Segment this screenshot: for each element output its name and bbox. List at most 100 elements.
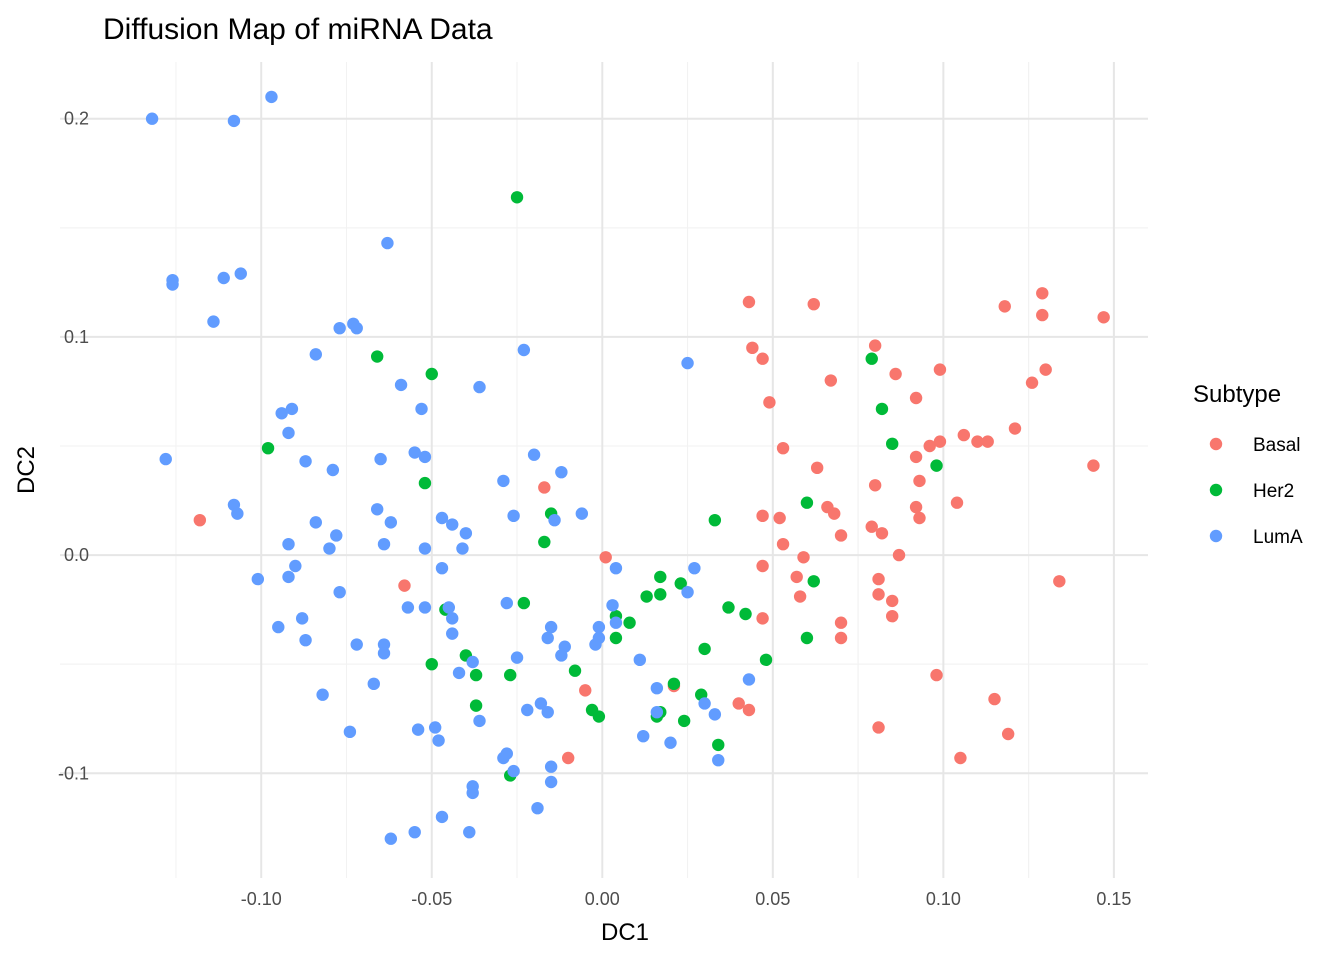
point-her2 — [623, 616, 636, 629]
point-luma — [555, 649, 568, 662]
point-basal — [889, 367, 902, 381]
point-her2 — [674, 577, 687, 590]
point-her2 — [739, 607, 752, 621]
point-luma — [527, 448, 541, 461]
point-luma — [463, 825, 476, 839]
point-luma — [637, 729, 650, 743]
point-basal — [807, 297, 820, 311]
point-luma — [459, 527, 473, 540]
point-basal — [1036, 287, 1049, 300]
point-her2 — [504, 668, 517, 682]
point-luma — [295, 612, 309, 625]
point-luma — [544, 760, 558, 773]
y-tick-label: 0.1 — [64, 327, 89, 347]
point-luma — [432, 734, 445, 747]
point-her2 — [722, 601, 735, 614]
point-her2 — [708, 513, 722, 527]
point-luma — [166, 278, 179, 291]
point-basal — [954, 751, 967, 765]
point-basal — [561, 751, 575, 765]
point-luma — [473, 714, 486, 728]
point-basal — [913, 511, 926, 525]
point-luma — [521, 703, 534, 717]
point-luma — [592, 620, 606, 634]
point-basal — [599, 551, 612, 564]
point-basal — [756, 509, 769, 523]
point-basal — [933, 435, 947, 448]
point-luma — [350, 638, 363, 651]
point-basal — [909, 500, 923, 514]
point-luma — [497, 474, 510, 488]
point-luma — [589, 638, 602, 651]
point-luma — [282, 537, 295, 551]
point-luma — [374, 452, 387, 466]
point-basal — [909, 450, 923, 464]
point-her2 — [418, 476, 432, 490]
point-her2 — [469, 699, 483, 712]
point-basal — [834, 529, 848, 542]
y-axis-ticks: -0.1 0.0 0.1 0.2 — [58, 109, 89, 784]
point-basal — [1025, 376, 1039, 389]
point-luma — [401, 601, 415, 614]
point-basal — [742, 295, 756, 309]
point-basal — [776, 441, 790, 455]
point-luma — [275, 407, 288, 420]
point-basal — [790, 570, 803, 584]
point-basal — [538, 481, 551, 494]
point-basal — [756, 559, 769, 573]
point-luma — [289, 559, 302, 573]
point-luma — [712, 753, 725, 767]
point-luma — [452, 666, 466, 680]
x-tick-label: 0.15 — [1096, 889, 1131, 909]
x-tick-label: 0.05 — [755, 889, 790, 909]
point-luma — [633, 653, 647, 667]
point-her2 — [609, 631, 623, 645]
point-her2 — [654, 570, 667, 584]
point-luma — [408, 825, 421, 839]
x-tick-label: 0.10 — [926, 889, 961, 909]
point-luma — [418, 542, 432, 555]
point-luma — [531, 801, 544, 815]
point-luma — [650, 681, 664, 695]
point-luma — [510, 651, 524, 664]
y-axis-label: DC2 — [13, 446, 40, 494]
point-basal — [872, 572, 885, 586]
point-luma — [384, 516, 398, 529]
point-luma — [541, 705, 554, 719]
point-luma — [446, 612, 459, 625]
point-her2 — [677, 714, 691, 728]
point-basal — [756, 612, 769, 625]
point-luma — [548, 513, 561, 527]
point-basal — [886, 594, 899, 608]
point-luma — [435, 511, 449, 525]
point-basal — [886, 609, 899, 623]
point-her2 — [640, 590, 653, 603]
point-basal — [909, 391, 923, 405]
legend-key-luma — [1209, 529, 1223, 543]
y-tick-label: 0.2 — [64, 109, 89, 129]
point-her2 — [510, 191, 524, 204]
point-luma — [411, 723, 425, 736]
x-axis-ticks: -0.10 -0.05 0.00 0.05 0.10 0.15 — [241, 889, 1132, 909]
point-luma — [698, 697, 711, 710]
point-luma — [234, 267, 247, 280]
point-basal — [957, 428, 971, 442]
point-basal — [950, 496, 964, 509]
point-basal — [971, 435, 984, 448]
point-her2 — [698, 642, 711, 656]
point-her2 — [517, 596, 531, 610]
point-her2 — [875, 402, 889, 416]
point-her2 — [261, 441, 275, 455]
point-basal — [868, 339, 882, 352]
point-basal — [872, 588, 885, 601]
point-luma — [500, 747, 513, 760]
point-luma — [282, 570, 295, 584]
point-basal — [834, 616, 848, 629]
point-her2 — [930, 459, 943, 472]
point-luma — [299, 455, 312, 468]
point-luma — [466, 655, 479, 669]
legend-label-basal: Basal — [1253, 435, 1301, 456]
legend-label-her2: Her2 — [1253, 481, 1294, 502]
point-her2 — [667, 677, 681, 691]
